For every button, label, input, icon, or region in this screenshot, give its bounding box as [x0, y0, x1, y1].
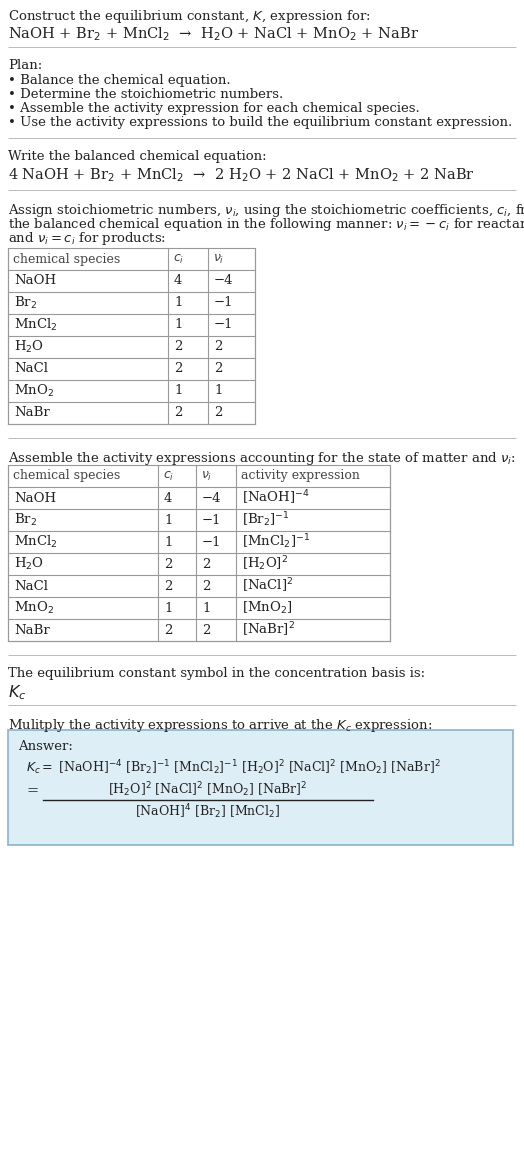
Text: [H$_2$O]$^2$: [H$_2$O]$^2$ — [242, 555, 288, 574]
Text: 4: 4 — [174, 275, 182, 287]
Text: Plan:: Plan: — [8, 59, 42, 72]
Text: [MnO$_2$]: [MnO$_2$] — [242, 600, 292, 617]
Text: The equilibrium constant symbol in the concentration basis is:: The equilibrium constant symbol in the c… — [8, 666, 425, 680]
Text: H$_2$O: H$_2$O — [14, 556, 44, 573]
Text: −1: −1 — [214, 297, 234, 309]
Text: 1: 1 — [164, 513, 172, 526]
Text: $c_i$: $c_i$ — [163, 469, 174, 482]
Text: $c_i$: $c_i$ — [173, 253, 184, 265]
Text: [H$_2$O]$^2$ [NaCl]$^2$ [MnO$_2$] [NaBr]$^2$: [H$_2$O]$^2$ [NaCl]$^2$ [MnO$_2$] [NaBr]… — [108, 780, 308, 799]
Text: 2: 2 — [202, 624, 210, 636]
Text: [NaBr]$^2$: [NaBr]$^2$ — [242, 621, 295, 639]
Text: [NaOH]$^{-4}$: [NaOH]$^{-4}$ — [242, 489, 310, 508]
Text: $K_c = $ [NaOH]$^{-4}$ [Br$_2$]$^{-1}$ [MnCl$_2$]$^{-1}$ [H$_2$O]$^2$ [NaCl]$^2$: $K_c = $ [NaOH]$^{-4}$ [Br$_2$]$^{-1}$ [… — [26, 758, 441, 777]
Text: NaOH: NaOH — [14, 491, 56, 504]
Text: −1: −1 — [202, 535, 222, 548]
Text: −4: −4 — [202, 491, 222, 504]
Text: 2: 2 — [164, 624, 172, 636]
Text: MnO$_2$: MnO$_2$ — [14, 600, 54, 617]
Text: • Balance the chemical equation.: • Balance the chemical equation. — [8, 74, 231, 87]
Text: 1: 1 — [164, 602, 172, 614]
Text: 1: 1 — [202, 602, 210, 614]
Text: Assign stoichiometric numbers, $\nu_i$, using the stoichiometric coefficients, $: Assign stoichiometric numbers, $\nu_i$, … — [8, 202, 524, 219]
Text: and $\nu_i = c_i$ for products:: and $\nu_i = c_i$ for products: — [8, 229, 166, 247]
Text: 2: 2 — [164, 580, 172, 592]
Text: chemical species: chemical species — [13, 469, 120, 482]
Text: MnO$_2$: MnO$_2$ — [14, 382, 54, 399]
Text: Construct the equilibrium constant, $K$, expression for:: Construct the equilibrium constant, $K$,… — [8, 8, 370, 25]
Text: 1: 1 — [174, 297, 182, 309]
Text: =: = — [26, 783, 38, 799]
Text: chemical species: chemical species — [13, 253, 120, 265]
Text: −4: −4 — [214, 275, 234, 287]
Text: 1: 1 — [164, 535, 172, 548]
Text: NaBr: NaBr — [14, 407, 50, 420]
Text: NaCl: NaCl — [14, 363, 48, 376]
Text: 4: 4 — [164, 491, 172, 504]
Text: NaCl: NaCl — [14, 580, 48, 592]
Text: [NaOH]$^4$ [Br$_2$] [MnCl$_2$]: [NaOH]$^4$ [Br$_2$] [MnCl$_2$] — [135, 802, 281, 821]
Text: MnCl$_2$: MnCl$_2$ — [14, 534, 58, 551]
Text: 2: 2 — [174, 407, 182, 420]
Text: MnCl$_2$: MnCl$_2$ — [14, 316, 58, 333]
Text: 2: 2 — [174, 363, 182, 376]
FancyBboxPatch shape — [8, 248, 255, 424]
Text: Br$_2$: Br$_2$ — [14, 294, 37, 311]
Text: • Determine the stoichiometric numbers.: • Determine the stoichiometric numbers. — [8, 88, 283, 101]
Text: 1: 1 — [174, 385, 182, 398]
Text: NaOH: NaOH — [14, 275, 56, 287]
Text: • Use the activity expressions to build the equilibrium constant expression.: • Use the activity expressions to build … — [8, 116, 512, 129]
Text: 2: 2 — [202, 580, 210, 592]
Text: Write the balanced chemical equation:: Write the balanced chemical equation: — [8, 150, 267, 163]
FancyBboxPatch shape — [8, 465, 390, 641]
Text: [NaCl]$^2$: [NaCl]$^2$ — [242, 577, 293, 596]
FancyBboxPatch shape — [8, 730, 513, 845]
Text: 2: 2 — [214, 363, 222, 376]
Text: NaBr: NaBr — [14, 624, 50, 636]
Text: NaOH + Br$_2$ + MnCl$_2$  →  H$_2$O + NaCl + MnO$_2$ + NaBr: NaOH + Br$_2$ + MnCl$_2$ → H$_2$O + NaCl… — [8, 25, 419, 43]
Text: H$_2$O: H$_2$O — [14, 338, 44, 355]
Text: Mulitply the activity expressions to arrive at the $K_c$ expression:: Mulitply the activity expressions to arr… — [8, 717, 432, 734]
Text: 2: 2 — [214, 407, 222, 420]
Text: −1: −1 — [202, 513, 222, 526]
Text: [Br$_2$]$^{-1}$: [Br$_2$]$^{-1}$ — [242, 511, 290, 530]
Text: 1: 1 — [174, 319, 182, 331]
Text: 2: 2 — [174, 341, 182, 353]
Text: 2: 2 — [164, 557, 172, 570]
Text: Answer:: Answer: — [18, 739, 73, 753]
Text: 2: 2 — [214, 341, 222, 353]
Text: [MnCl$_2$]$^{-1}$: [MnCl$_2$]$^{-1}$ — [242, 533, 310, 552]
Text: $\nu_i$: $\nu_i$ — [213, 253, 224, 265]
Text: Br$_2$: Br$_2$ — [14, 512, 37, 529]
Text: the balanced chemical equation in the following manner: $\nu_i = -c_i$ for react: the balanced chemical equation in the fo… — [8, 216, 524, 233]
Text: 4 NaOH + Br$_2$ + MnCl$_2$  →  2 H$_2$O + 2 NaCl + MnO$_2$ + 2 NaBr: 4 NaOH + Br$_2$ + MnCl$_2$ → 2 H$_2$O + … — [8, 166, 475, 183]
Text: Assemble the activity expressions accounting for the state of matter and $\nu_i$: Assemble the activity expressions accoun… — [8, 450, 516, 467]
Text: $K_c$: $K_c$ — [8, 683, 26, 701]
Text: −1: −1 — [214, 319, 234, 331]
Text: $\nu_i$: $\nu_i$ — [201, 469, 212, 482]
Text: 1: 1 — [214, 385, 222, 398]
Text: • Assemble the activity expression for each chemical species.: • Assemble the activity expression for e… — [8, 102, 420, 115]
Text: 2: 2 — [202, 557, 210, 570]
Text: activity expression: activity expression — [241, 469, 360, 482]
